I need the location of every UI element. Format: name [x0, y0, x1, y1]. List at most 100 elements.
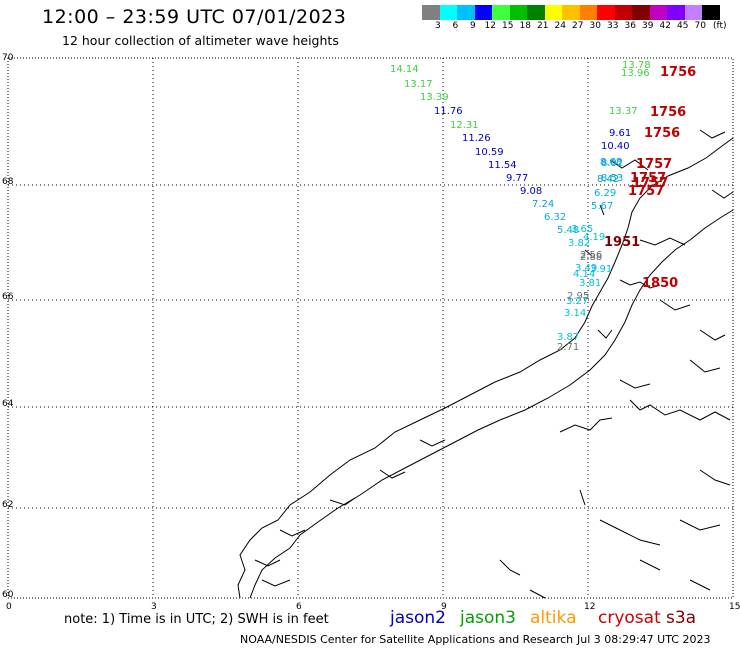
color-scale-label: 12	[484, 21, 496, 31]
map-title: 12:00 – 23:59 UTC 07/01/2023	[42, 6, 347, 28]
coastline-segment	[329, 497, 356, 506]
pass-time-label: 1757	[628, 184, 664, 199]
color-swatch	[702, 5, 720, 20]
coastline-segment	[599, 519, 661, 546]
legend-jason2: jason2	[390, 608, 446, 628]
color-swatch	[684, 5, 702, 20]
coastline-segment	[261, 579, 291, 587]
color-scale-label: 30	[589, 21, 601, 31]
color-scale-label: 24	[554, 21, 566, 31]
coastline-segment	[237, 137, 734, 599]
coastline-segment	[559, 417, 613, 433]
x-tick-label: 0	[6, 602, 12, 612]
swh-label: 3.87	[557, 332, 579, 343]
pass-time-label: 1756	[644, 126, 680, 141]
color-swatch	[667, 5, 685, 20]
pass-time-label: 1757	[630, 171, 666, 186]
color-scale-label: 39	[642, 21, 654, 31]
color-swatch	[457, 5, 475, 20]
color-scale-label: 18	[519, 21, 531, 31]
color-swatch	[562, 5, 580, 20]
swh-label: 3.82	[568, 238, 590, 249]
pass-time-label: 1757	[632, 176, 668, 191]
x-tick-label: 12	[584, 602, 595, 612]
map-frame	[7, 57, 734, 599]
swh-label: 8.02	[601, 158, 623, 169]
coastline-segment	[597, 329, 613, 339]
swh-label: 10.59	[475, 147, 504, 158]
coastline-segment	[599, 204, 605, 216]
swh-label: 3.27	[566, 296, 588, 307]
color-swatch	[474, 5, 492, 20]
swh-label: 9.08	[520, 186, 542, 197]
coastline-segment	[679, 519, 721, 531]
swh-label: 6.32	[544, 212, 566, 223]
swh-label: 10.40	[601, 141, 630, 152]
color-swatch	[422, 5, 440, 20]
color-scale-label: 33	[607, 21, 619, 31]
swh-label: 8.53	[601, 173, 623, 184]
swh-label: 4.19	[583, 232, 605, 243]
swh-label: 3.91	[590, 264, 612, 275]
x-tick-label: 3	[151, 602, 157, 612]
coastline-segment	[639, 559, 661, 571]
coastline-segment	[699, 329, 726, 341]
axis-tick-labels: 0 3 6 9 12 15 70 68 66 64 62 60	[2, 53, 740, 612]
swh-label: 2.71	[557, 342, 579, 353]
pass-time-label: 1756	[660, 65, 696, 80]
units-note: note: 1) Time is in UTC; 2) SWH is in fe…	[64, 612, 329, 627]
lat-lon-grid	[7, 57, 734, 599]
legend-altika: altika	[530, 608, 577, 628]
swh-label: 5.67	[591, 201, 613, 212]
coastline-segment	[639, 237, 686, 246]
generated-timestamp: Jul 3 08:29:47 UTC 2023	[577, 633, 711, 646]
swh-label: 3.81	[579, 278, 601, 289]
color-scale-label: 36	[624, 21, 636, 31]
color-swatch	[509, 5, 527, 20]
coastline-segment	[529, 589, 546, 599]
color-swatch	[439, 5, 457, 20]
coastline-segment	[419, 439, 446, 447]
color-swatch	[527, 5, 545, 20]
y-tick-label: 62	[2, 500, 13, 510]
x-tick-label: 15	[729, 602, 740, 612]
swh-label: 6.29	[594, 188, 616, 199]
coastline-segment	[711, 189, 734, 199]
coastline-segment	[619, 279, 661, 289]
legend-s3a: s3a	[666, 608, 697, 628]
coastline-segment	[659, 299, 691, 311]
color-scale-unit: (ft)	[713, 21, 727, 31]
color-swatch	[544, 5, 562, 20]
footer-credit: NOAA/NESDIS Center for Satellite Applica…	[240, 633, 574, 646]
swh-label: 14.14	[390, 64, 419, 75]
swh-label: 2.88	[580, 252, 602, 263]
pass-time-label: 1757	[636, 157, 672, 172]
color-scale-label: 21	[537, 21, 549, 31]
coastline-segment	[699, 129, 726, 139]
color-scale-label: 45	[677, 21, 689, 31]
color-scale-label: 15	[502, 21, 514, 31]
coastline-segment	[609, 159, 649, 171]
swh-label: 13.37	[609, 106, 638, 117]
swh-label: 13.96	[621, 68, 650, 79]
swh-label: 11.26	[462, 133, 491, 144]
coastline-segment	[699, 469, 731, 486]
coastline-segment	[254, 559, 281, 567]
color-scale-label: 70	[694, 21, 706, 31]
y-tick-label: 66	[2, 292, 14, 302]
x-tick-label: 9	[441, 602, 447, 612]
y-tick-label: 64	[2, 399, 14, 409]
color-swatch	[649, 5, 667, 20]
swh-label: 2.56	[580, 250, 602, 261]
swh-label: 13.17	[404, 79, 433, 90]
x-tick-label: 6	[296, 602, 302, 612]
swh-labels: 14.14 13.17 13.39 11.76 12.31 11.26 10.59 11.54…	[390, 60, 651, 353]
color-scale-label: 3	[435, 21, 441, 31]
coastline-segment	[619, 379, 651, 389]
color-swatch	[632, 5, 650, 20]
swh-label: 13.78	[622, 60, 651, 71]
coastline-segment	[249, 209, 734, 599]
coastline	[237, 129, 734, 599]
